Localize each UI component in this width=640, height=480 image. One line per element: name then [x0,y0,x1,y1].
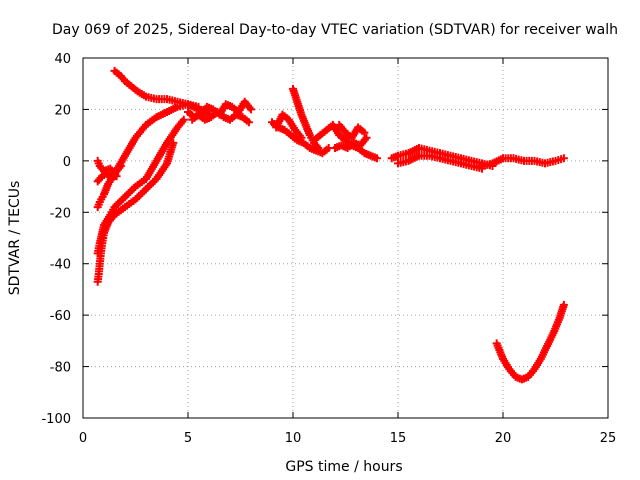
x-tick-label: 15 [390,431,407,446]
data-point [247,105,255,114]
y-tick-label: 40 [54,52,71,67]
data-point [116,162,125,170]
grid [83,58,608,418]
y-tick-label: -40 [50,258,71,273]
y-tick-label: 20 [54,103,71,118]
data-point [373,154,381,163]
x-tick-label: 25 [600,431,617,446]
chart-title: Day 069 of 2025, Sidereal Day-to-day VTE… [52,22,618,38]
plot-frame [82,57,609,419]
data-point [314,144,323,152]
data-points [93,66,568,384]
y-tick-label: -100 [41,412,71,427]
x-tick-label: 10 [285,431,302,446]
x-tick-label: 0 [79,431,87,446]
data-point [179,115,188,124]
data-point [559,154,568,163]
data-point [360,128,369,137]
y-tick-label: -20 [50,206,71,221]
y-tick-label: -60 [50,309,71,324]
x-tick-label: 5 [184,431,192,446]
x-axis-label: GPS time / hours [285,459,402,475]
x-tick-label: 20 [495,431,512,446]
data-point [559,300,568,309]
y-axis-label: SDTVAR / TECUs [7,181,23,296]
data-point [297,133,306,142]
data-point [362,133,371,142]
y-tick-label: -80 [50,361,71,376]
y-tick-label: 0 [63,155,71,170]
data-point [244,118,253,127]
axis-ticks: 0 5 10 15 20 25 -100 -80 -60 -40 -20 0 20 40 [41,52,616,446]
